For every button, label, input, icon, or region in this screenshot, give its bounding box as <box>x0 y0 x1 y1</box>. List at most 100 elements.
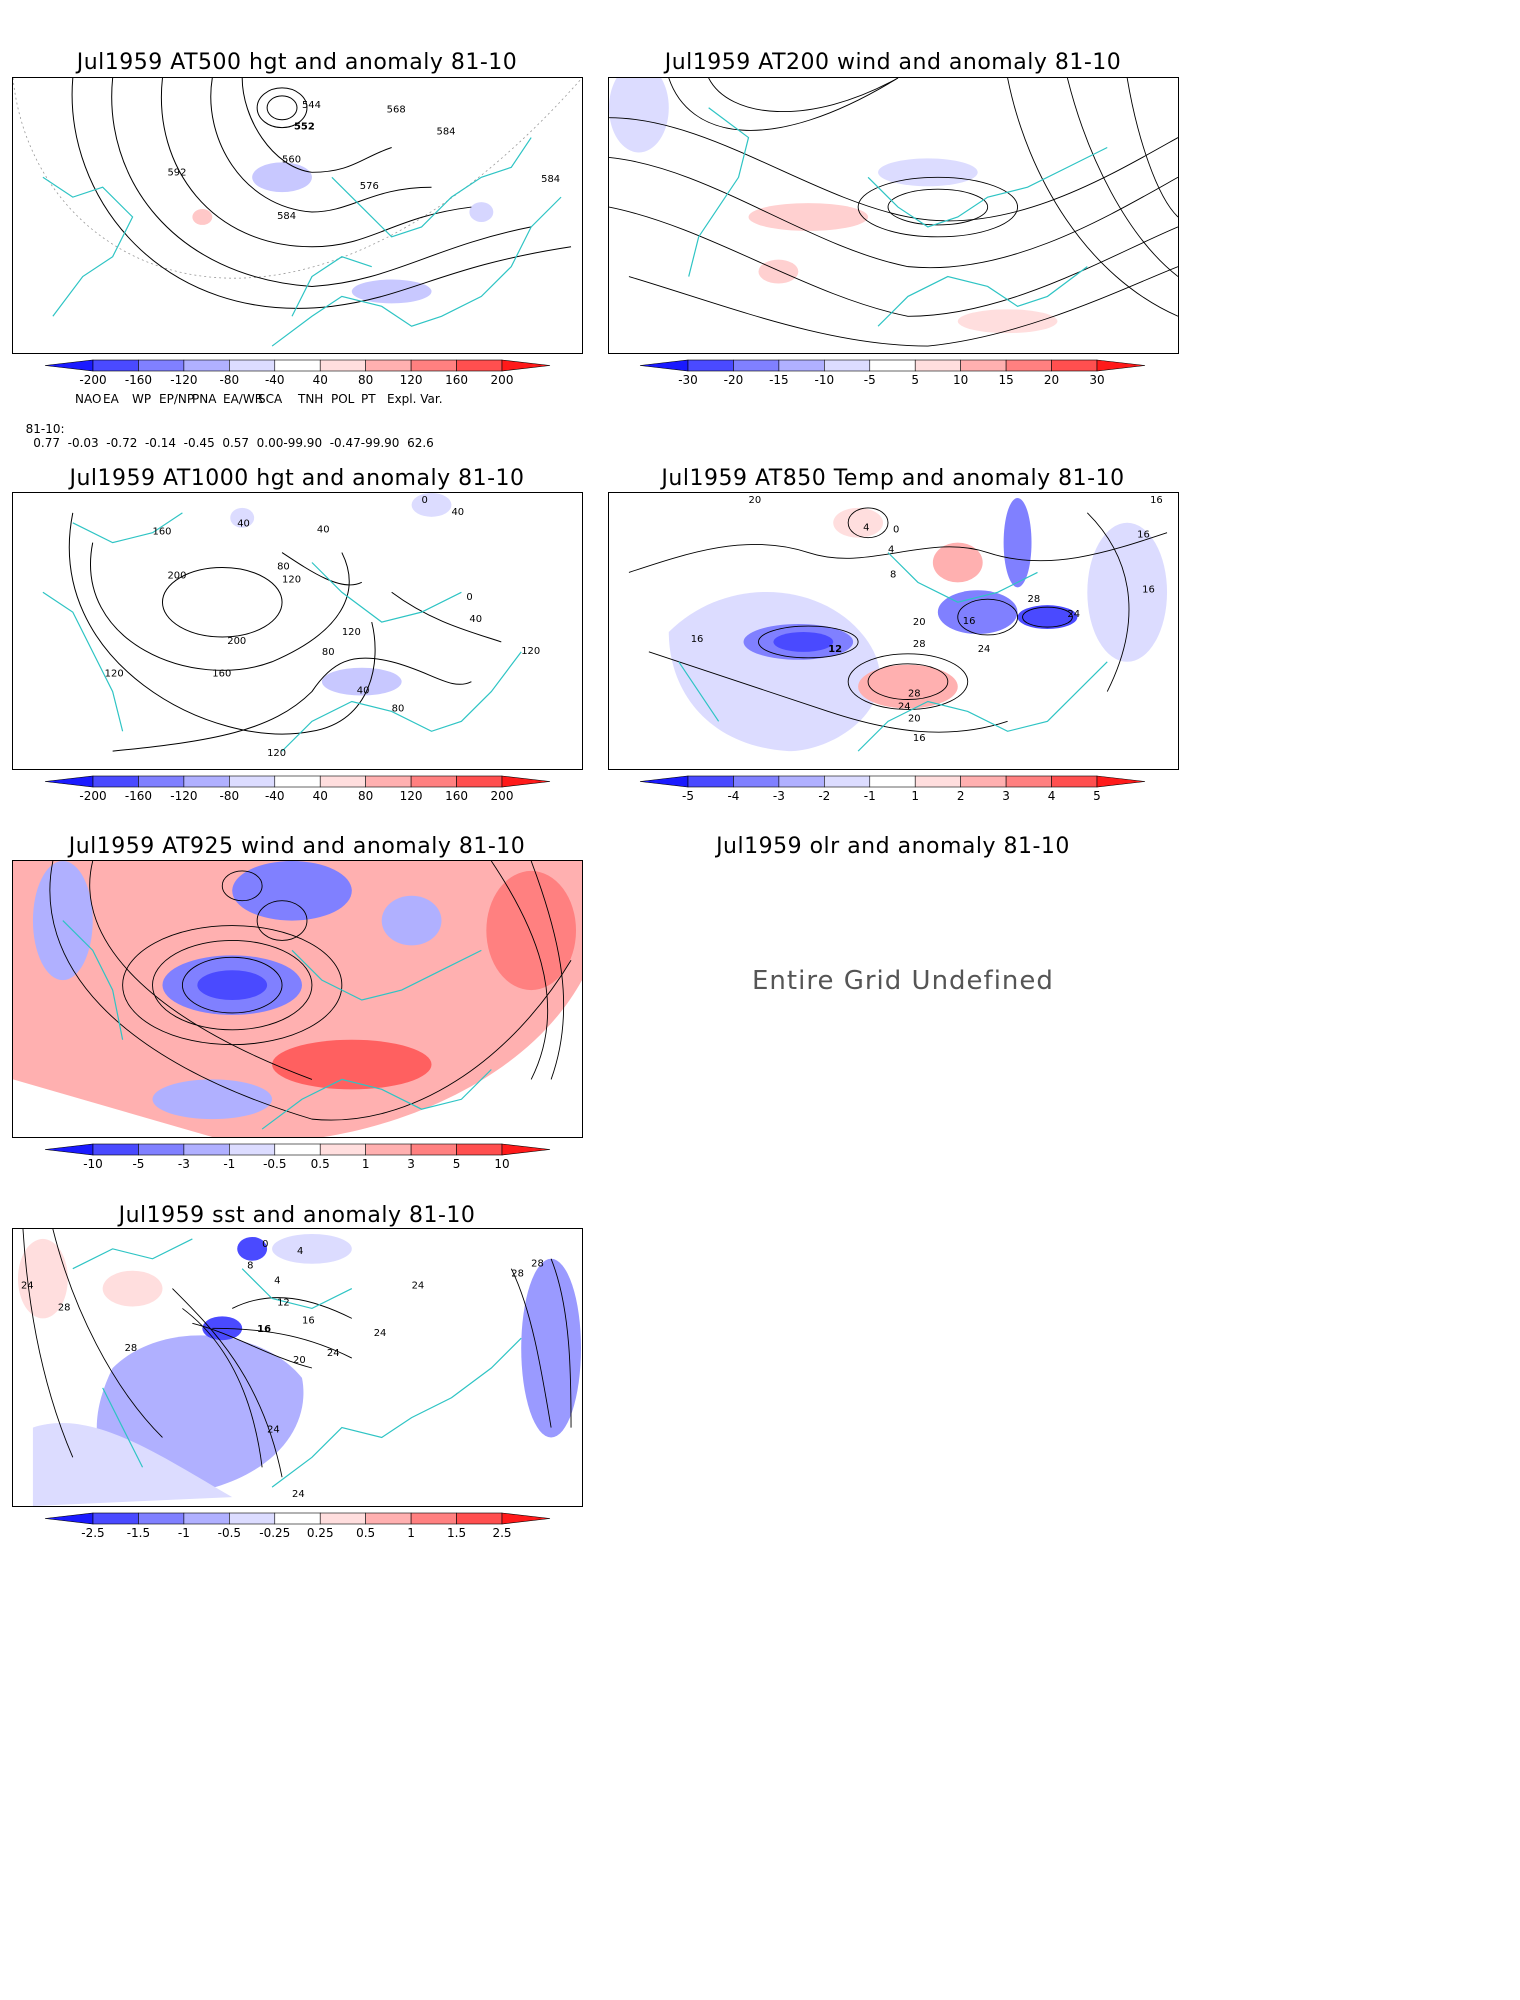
colorbar-tick-label: 0.25 <box>307 1526 334 1540</box>
colorbar-tick-label: -80 <box>220 373 240 387</box>
clabel-sst-5: 12 <box>277 1297 290 1308</box>
colorbar-tick-label: 1.5 <box>447 1526 466 1540</box>
colorbar-tick-label: -5 <box>132 1157 144 1171</box>
colorbar-segment <box>92 359 139 372</box>
clabel-1000-4: 120 <box>105 669 124 680</box>
colorbar-segment <box>229 1512 276 1525</box>
colorbar-tick-label: -0.5 <box>263 1157 286 1171</box>
clabel-850-16: 24 <box>1067 609 1080 620</box>
colorbar-tick-label: -0.25 <box>259 1526 290 1540</box>
colorbar-tick-label: -3 <box>773 789 785 803</box>
indices-header-cell: PNA <box>192 392 217 406</box>
clabel-1000-9: 120 <box>282 574 301 585</box>
clabel-1000-8: 80 <box>277 561 290 572</box>
clabel-sst-14: 24 <box>412 1281 425 1292</box>
clabel-1000-11: 40 <box>469 614 482 625</box>
clabel-500-4: 576 <box>360 181 379 192</box>
clabel-850-7: 16 <box>963 616 976 627</box>
colorbar-segment <box>274 359 321 372</box>
map-sst-svg: 24 28 28 8 4 12 16 16 20 24 24 24 28 28 … <box>17 1229 582 1506</box>
colorbar-tick-label: -3 <box>178 1157 190 1171</box>
colorbar-segment <box>92 1143 139 1156</box>
clabel-850-1: 4 <box>863 523 869 534</box>
clabel-850-5: 16 <box>691 634 704 645</box>
anom-blue-1 <box>351 279 432 304</box>
colorbar-500hgt-svg: -200 -160 -120 -80 -40 40 80 120 160 200 <box>44 359 551 387</box>
clabel-1000-16: 120 <box>521 646 540 657</box>
clabel-1000-0: 160 <box>153 527 172 538</box>
colorbar-segment <box>1051 775 1098 788</box>
clabel-1000-3: 160 <box>212 669 231 680</box>
colorbar-segment <box>183 775 230 788</box>
clabel-sst-7: 16 <box>302 1315 315 1326</box>
colorbar-segment <box>319 1143 366 1156</box>
colorbar-segment <box>365 775 412 788</box>
indices-header-cell: Expl. Var. <box>387 392 443 406</box>
colorbar-1000hgt-svg: -200 -160 -120 -80 -40 40 80 120 160 200 <box>44 775 551 803</box>
clabel-1000-12: 120 <box>342 627 361 638</box>
indices-header-cell: TNH <box>298 392 324 406</box>
clabel-sst-16: 0 <box>262 1239 268 1250</box>
colorbar-tick-label: -40 <box>265 373 285 387</box>
clabel-500-5: 584 <box>277 211 296 222</box>
colorbar-segment <box>410 1143 457 1156</box>
colorbar-segment <box>183 1143 230 1156</box>
clabel-850-15: 16 <box>1150 495 1163 506</box>
colorbar-tick-label: 160 <box>445 789 468 803</box>
clabel-sst-13: 28 <box>511 1269 524 1280</box>
clabel-850-11: 28 <box>908 689 921 700</box>
colorbar-tick-label: 0.5 <box>356 1526 375 1540</box>
colorbar-segment <box>319 359 366 372</box>
colorbar-tick-label: 5 <box>911 373 919 387</box>
colorbar-segment <box>687 775 734 788</box>
colorbar-tick-label: 5 <box>1093 789 1101 803</box>
clabel-500-8: 592 <box>167 167 186 178</box>
colorbar-segment <box>1005 775 1052 788</box>
indices-header-cell: NAO <box>75 392 102 406</box>
colorbar-tick-label: -40 <box>265 789 285 803</box>
colorbar-tick-label: -15 <box>769 373 789 387</box>
clabel-sst-10: 24 <box>267 1425 280 1436</box>
colorbar-segment <box>365 1512 412 1525</box>
colorbar-tick-label: 200 <box>491 789 514 803</box>
clabel-sst-1: 28 <box>58 1302 71 1313</box>
colorbar-tick-label: 80 <box>358 789 373 803</box>
colorbar-segment <box>869 775 916 788</box>
colorbar-segment <box>138 1143 185 1156</box>
map-sst: 24 28 28 8 4 12 16 16 20 24 24 24 28 28 … <box>12 1228 583 1507</box>
clabel-850-2: 0 <box>893 525 899 536</box>
colorbar-arrow-high <box>1096 775 1146 788</box>
colorbar-tick-label: 5 <box>453 1157 461 1171</box>
colorbar-tick-label: 10 <box>494 1157 509 1171</box>
colorbar-segment <box>138 775 185 788</box>
colorbar-tick-label: 1 <box>911 789 919 803</box>
colorbar-tick-label: -5 <box>682 789 694 803</box>
clabel-850-12: 24 <box>898 701 911 712</box>
clabel-1000-2: 200 <box>227 636 246 647</box>
colorbar-segment <box>410 1512 457 1525</box>
colorbar-segment <box>778 775 825 788</box>
colorbar-segment <box>456 1512 503 1525</box>
colorbar-segment <box>824 775 871 788</box>
colorbar-tick-label: -2.5 <box>81 1526 104 1540</box>
colorbar-segment <box>410 359 457 372</box>
colorbar-segment <box>274 775 321 788</box>
colorbar-tick-label: -5 <box>864 373 876 387</box>
title-850temp: Jul1959 AT850 Temp and anomaly 81-10 <box>661 466 1125 491</box>
colorbar-tick-label: 80 <box>358 373 373 387</box>
indices-header-cell: EA <box>103 392 119 406</box>
colorbar-tick-label: 20 <box>1044 373 1059 387</box>
title-925wind: Jul1959 AT925 wind and anomaly 81-10 <box>68 834 526 859</box>
clabel-sst-11: 24 <box>374 1328 387 1339</box>
colorbar-tick-label: -0.5 <box>218 1526 241 1540</box>
colorbar-segment <box>92 1512 139 1525</box>
indices-header-cell: PT <box>361 392 376 406</box>
colorbar-tick-label: 10 <box>953 373 968 387</box>
colorbar-tick-label: -120 <box>170 373 197 387</box>
colorbar-segment <box>778 359 825 372</box>
colorbar-arrow-low <box>639 359 689 372</box>
colorbar-tick-label: 3 <box>407 1157 415 1171</box>
title-sst: Jul1959 sst and anomaly 81-10 <box>118 1203 476 1228</box>
colorbar-tick-label: -1 <box>223 1157 235 1171</box>
colorbar-segment <box>274 1143 321 1156</box>
